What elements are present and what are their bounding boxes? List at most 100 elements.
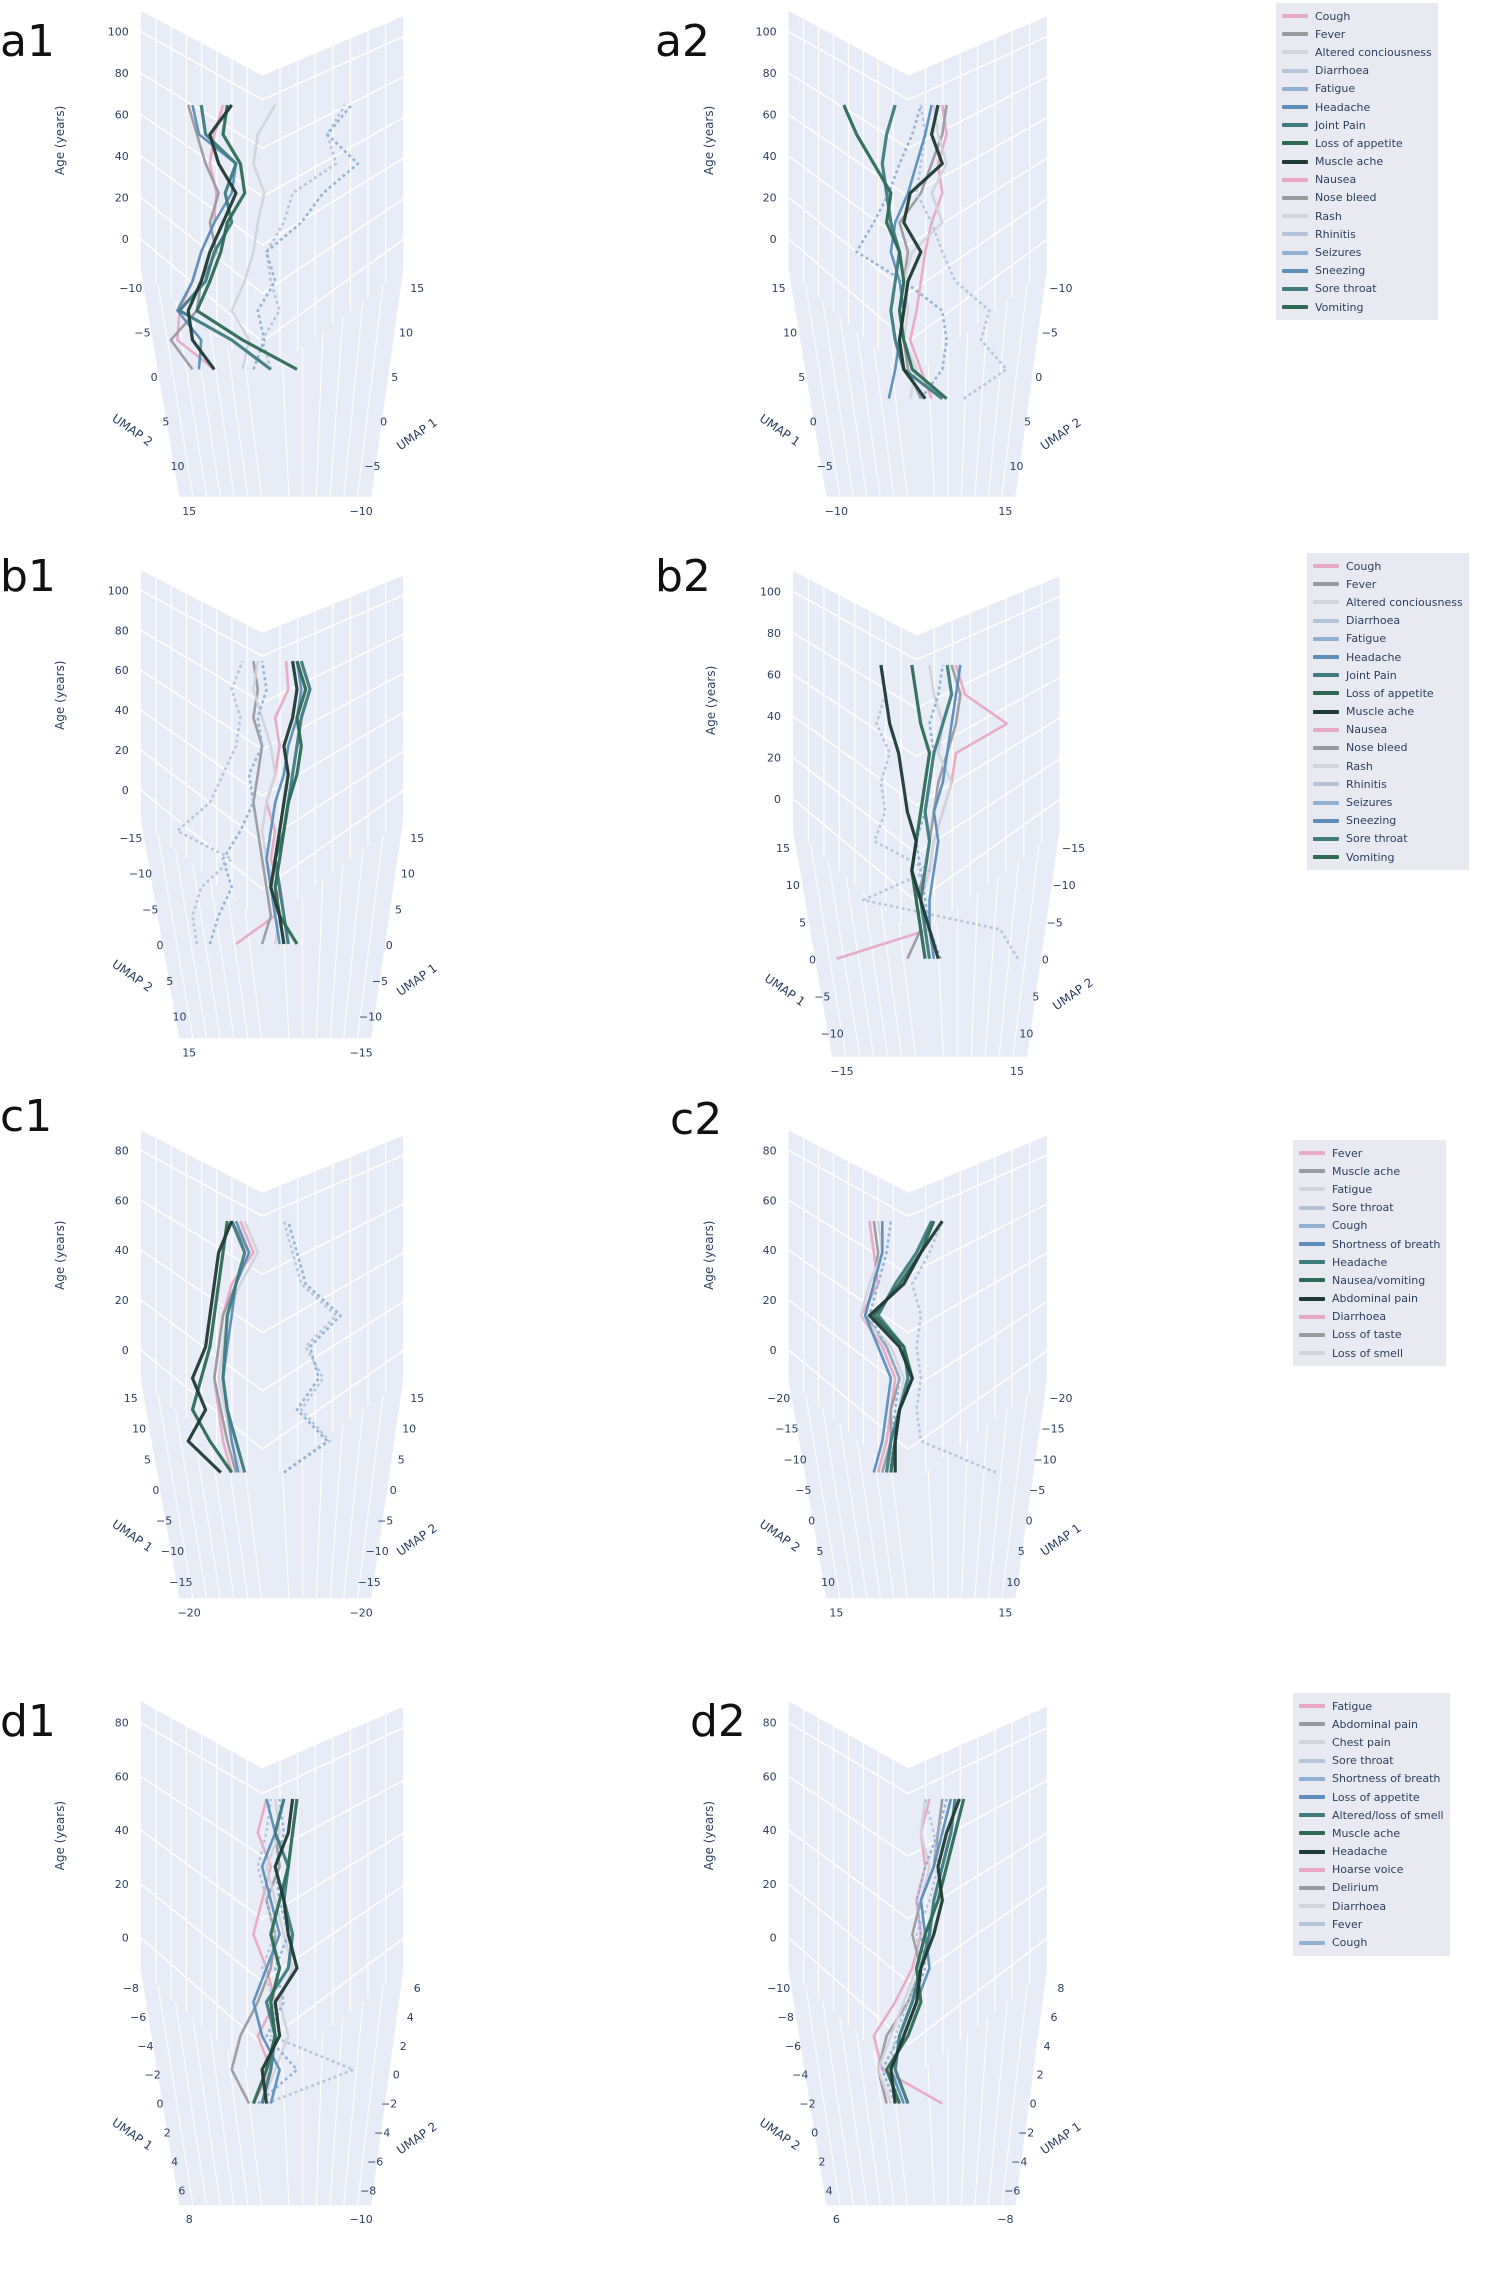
legend-item[interactable]: Muscle ache <box>1282 153 1432 171</box>
legend-item[interactable]: Muscle ache <box>1299 1162 1440 1180</box>
legend-item[interactable]: Nausea/vomiting <box>1299 1271 1440 1289</box>
legend-label: Diarrhoea <box>1332 1310 1387 1324</box>
axis-b-tick-label: −4 <box>1011 2155 1027 2168</box>
legend-item[interactable]: Diarrhoea <box>1299 1308 1440 1326</box>
legend-item[interactable]: Abdominal pain <box>1299 1290 1440 1308</box>
panel-label-c2: c2 <box>670 1094 723 1145</box>
grid-line-z <box>788 1775 1048 1858</box>
legend-item[interactable]: Hoarse voice <box>1299 1861 1444 1879</box>
legend-item[interactable]: Sore throat <box>1299 1752 1444 1770</box>
legend-item[interactable]: Vomiting <box>1313 848 1463 866</box>
legend-item[interactable]: Sore throat <box>1282 280 1432 298</box>
legend-item[interactable]: Delirium <box>1299 1879 1444 1897</box>
floor <box>788 1380 1047 1599</box>
legend-item[interactable]: Fever <box>1282 25 1432 43</box>
axis-a-tick-label: 2 <box>164 2127 171 2140</box>
legend-item[interactable]: Loss of smell <box>1299 1344 1440 1362</box>
axis-a-tick-label: 0 <box>157 2098 164 2111</box>
legend-item[interactable]: Diarrhoea <box>1282 62 1432 80</box>
legend-label: Hoarse voice <box>1332 1863 1404 1877</box>
legend-item[interactable]: Headache <box>1282 98 1432 116</box>
legend-label: Shortness of breath <box>1332 1237 1441 1251</box>
panel-label-a1: a1 <box>0 16 55 67</box>
series-line <box>176 660 244 945</box>
legend-item[interactable]: Fatigue <box>1313 630 1463 648</box>
legend-item[interactable]: Altered conciousness <box>1282 43 1432 61</box>
series-line <box>208 660 268 945</box>
legend-item[interactable]: Fever <box>1299 1915 1444 1933</box>
axis-b-tick-label: −15 <box>358 1576 381 1589</box>
legend-item[interactable]: Rash <box>1282 207 1432 225</box>
z-tick-label: 80 <box>115 624 129 637</box>
legend-item[interactable]: Fatigue <box>1299 1697 1444 1715</box>
legend-item[interactable]: Headache <box>1299 1253 1440 1271</box>
legend-label: Fatigue <box>1332 1699 1373 1713</box>
legend-item[interactable]: Fatigue <box>1282 80 1432 98</box>
legend-item[interactable]: Rash <box>1313 757 1463 775</box>
grid-line-floor <box>898 922 917 1057</box>
legend-item[interactable]: Altered/loss of smell <box>1299 1806 1444 1824</box>
legend-item[interactable]: Sneezing <box>1313 812 1463 830</box>
legend-item[interactable]: Nose bleed <box>1313 739 1463 757</box>
legend-item[interactable]: Sore throat <box>1313 830 1463 848</box>
grid-line-floor <box>822 300 854 497</box>
legend-item[interactable]: Fever <box>1299 1144 1440 1162</box>
series-line <box>195 104 298 371</box>
axis-b-tick-label: 0 <box>1030 2098 1037 2111</box>
axis-a-tick-label: 0 <box>809 953 816 966</box>
legend-item[interactable]: Seizures <box>1313 793 1463 811</box>
axis-b-tick-label: 0 <box>380 416 387 429</box>
axis-b-title: UMAP 2 <box>394 2119 440 2157</box>
series-line <box>282 1220 338 1474</box>
grid-line-floor <box>315 2033 324 2206</box>
legend-item[interactable]: Muscle ache <box>1299 1824 1444 1842</box>
legend-item[interactable]: Altered conciousness <box>1313 593 1463 611</box>
legend-item[interactable]: Sneezing <box>1282 262 1432 280</box>
legend-item[interactable]: Loss of taste <box>1299 1326 1440 1344</box>
legend-item[interactable]: Shortness of breath <box>1299 1235 1440 1253</box>
legend-item[interactable]: Nausea <box>1313 721 1463 739</box>
legend-item[interactable]: Fatigue <box>1299 1180 1440 1198</box>
axis-b-tick-label: 4 <box>1044 2040 1051 2053</box>
grid-line-floor <box>329 2017 344 2206</box>
legend-item[interactable]: Cough <box>1299 1217 1440 1235</box>
legend-item[interactable]: Shortness of breath <box>1299 1770 1444 1788</box>
legend-item[interactable]: Seizures <box>1282 243 1432 261</box>
legend-item[interactable]: Rhinitis <box>1313 775 1463 793</box>
legend-item[interactable]: Rhinitis <box>1282 225 1432 243</box>
grid-line-floor <box>1012 845 1040 1057</box>
legend-label: Nausea <box>1315 173 1357 187</box>
legend-item[interactable]: Headache <box>1299 1843 1444 1861</box>
legend-item[interactable]: Cough <box>1299 1933 1444 1951</box>
legend-item[interactable]: Diarrhoea <box>1299 1897 1444 1915</box>
axis-b-tick-label: 8 <box>1057 1982 1064 1995</box>
legend-item[interactable]: Joint Pain <box>1282 116 1432 134</box>
legend-item[interactable]: Loss of appetite <box>1313 684 1463 702</box>
legend-swatch <box>1313 673 1339 678</box>
legend-item[interactable]: Joint Pain <box>1313 666 1463 684</box>
grid-line-z <box>788 1829 1048 1920</box>
legend-item[interactable]: Abdominal pain <box>1299 1715 1444 1733</box>
legend-item[interactable]: Vomiting <box>1282 298 1432 316</box>
legend-label: Fatigue <box>1346 632 1387 646</box>
legend-item[interactable]: Nose bleed <box>1282 189 1432 207</box>
legend-item[interactable]: Sore throat <box>1299 1199 1440 1217</box>
legend-item[interactable]: Cough <box>1282 7 1432 25</box>
legend-item[interactable]: Chest pain <box>1299 1733 1444 1751</box>
legend-item[interactable]: Nausea <box>1282 171 1432 189</box>
axis-b-title: UMAP 1 <box>1038 1521 1084 1559</box>
legend-swatch <box>1299 1151 1325 1156</box>
z-tick-label: 40 <box>767 710 781 723</box>
axis-a-tick-label: 10 <box>132 1423 146 1436</box>
legend-item[interactable]: Loss of appetite <box>1282 134 1432 152</box>
legend-label: Headache <box>1332 1845 1388 1859</box>
legend-item[interactable]: Muscle ache <box>1313 703 1463 721</box>
axis-a-tick-label: −10 <box>119 282 142 295</box>
legend-item[interactable]: Fever <box>1313 575 1463 593</box>
legend-item[interactable]: Cough <box>1313 557 1463 575</box>
legend-item[interactable]: Headache <box>1313 648 1463 666</box>
legend-item[interactable]: Loss of appetite <box>1299 1788 1444 1806</box>
legend-item[interactable]: Diarrhoea <box>1313 612 1463 630</box>
grid-line-z <box>140 1299 404 1392</box>
